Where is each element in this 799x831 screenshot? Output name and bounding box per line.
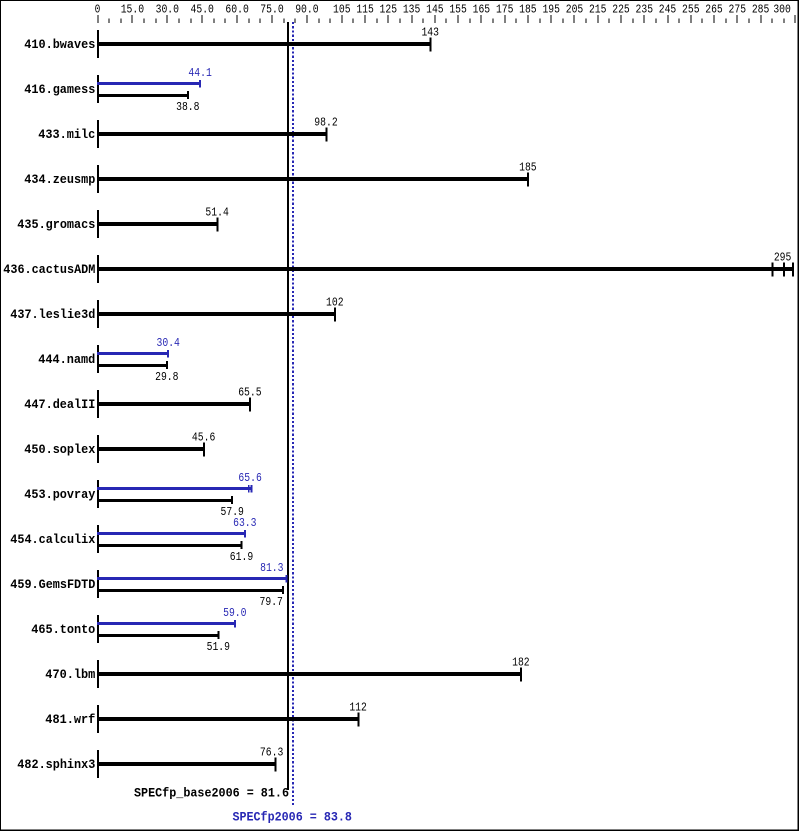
svg-text:481.wrf: 481.wrf [45, 712, 95, 727]
svg-text:63.3: 63.3 [233, 516, 256, 530]
svg-text:436.cactusADM: 436.cactusADM [3, 262, 95, 277]
svg-text:416.gamess: 416.gamess [24, 82, 95, 97]
svg-text:235: 235 [636, 2, 654, 16]
svg-text:225: 225 [612, 2, 630, 16]
svg-text:145: 145 [426, 2, 444, 16]
svg-text:465.tonto: 465.tonto [31, 622, 95, 637]
svg-text:112: 112 [349, 701, 367, 715]
svg-text:SPECfp_base2006 = 81.6: SPECfp_base2006 = 81.6 [134, 785, 289, 800]
svg-text:482.sphinx3: 482.sphinx3 [17, 757, 95, 772]
svg-text:105: 105 [333, 2, 351, 16]
svg-text:182: 182 [512, 656, 530, 670]
svg-text:444.namd: 444.namd [38, 352, 95, 367]
svg-text:215: 215 [589, 2, 607, 16]
svg-text:102: 102 [326, 295, 344, 309]
svg-text:459.GemsFDTD: 459.GemsFDTD [10, 577, 95, 592]
svg-text:38.8: 38.8 [176, 100, 199, 114]
svg-text:185: 185 [519, 160, 537, 174]
svg-text:195: 195 [542, 2, 560, 16]
svg-text:433.milc: 433.milc [38, 127, 95, 142]
svg-text:470.lbm: 470.lbm [45, 667, 95, 682]
svg-text:143: 143 [421, 26, 439, 40]
svg-text:29.8: 29.8 [155, 370, 178, 384]
svg-text:15.0: 15.0 [121, 2, 144, 16]
svg-text:453.povray: 453.povray [24, 487, 95, 502]
svg-text:98.2: 98.2 [314, 116, 337, 130]
svg-text:0: 0 [95, 2, 101, 16]
svg-text:65.5: 65.5 [238, 385, 261, 399]
svg-text:275: 275 [729, 2, 747, 16]
svg-text:165: 165 [473, 2, 491, 16]
svg-text:435.gromacs: 435.gromacs [17, 217, 95, 232]
svg-text:265: 265 [705, 2, 723, 16]
svg-text:175: 175 [496, 2, 514, 16]
svg-text:30.0: 30.0 [156, 2, 179, 16]
svg-text:75.0: 75.0 [260, 2, 283, 16]
svg-text:447.dealII: 447.dealII [24, 397, 95, 412]
svg-text:SPECfp2006 = 83.8: SPECfp2006 = 83.8 [232, 809, 352, 824]
svg-text:79.7: 79.7 [260, 595, 283, 609]
svg-text:65.6: 65.6 [238, 471, 261, 485]
svg-text:59.0: 59.0 [223, 606, 246, 620]
svg-text:300: 300 [773, 2, 791, 16]
svg-text:454.calculix: 454.calculix [10, 532, 95, 547]
svg-text:434.zeusmp: 434.zeusmp [24, 172, 95, 187]
svg-text:185: 185 [519, 2, 537, 16]
svg-text:45.0: 45.0 [191, 2, 214, 16]
svg-text:115: 115 [356, 2, 374, 16]
svg-text:245: 245 [659, 2, 677, 16]
svg-text:44.1: 44.1 [188, 66, 211, 80]
svg-text:205: 205 [566, 2, 584, 16]
svg-text:45.6: 45.6 [192, 430, 215, 444]
svg-text:135: 135 [403, 2, 421, 16]
svg-text:410.bwaves: 410.bwaves [24, 37, 95, 52]
svg-text:76.3: 76.3 [260, 746, 283, 760]
svg-text:60.0: 60.0 [225, 2, 248, 16]
svg-text:295: 295 [774, 250, 792, 264]
svg-text:450.soplex: 450.soplex [24, 442, 95, 457]
svg-text:51.9: 51.9 [207, 640, 230, 654]
svg-text:57.9: 57.9 [221, 505, 244, 519]
svg-text:437.leslie3d: 437.leslie3d [10, 307, 95, 322]
svg-text:285: 285 [752, 2, 770, 16]
svg-text:255: 255 [682, 2, 700, 16]
svg-text:61.9: 61.9 [230, 550, 253, 564]
svg-text:30.4: 30.4 [157, 336, 180, 350]
svg-text:90.0: 90.0 [295, 2, 318, 16]
svg-text:155: 155 [449, 2, 467, 16]
svg-text:51.4: 51.4 [205, 205, 228, 219]
svg-text:81.3: 81.3 [260, 561, 283, 575]
svg-text:125: 125 [380, 2, 398, 16]
